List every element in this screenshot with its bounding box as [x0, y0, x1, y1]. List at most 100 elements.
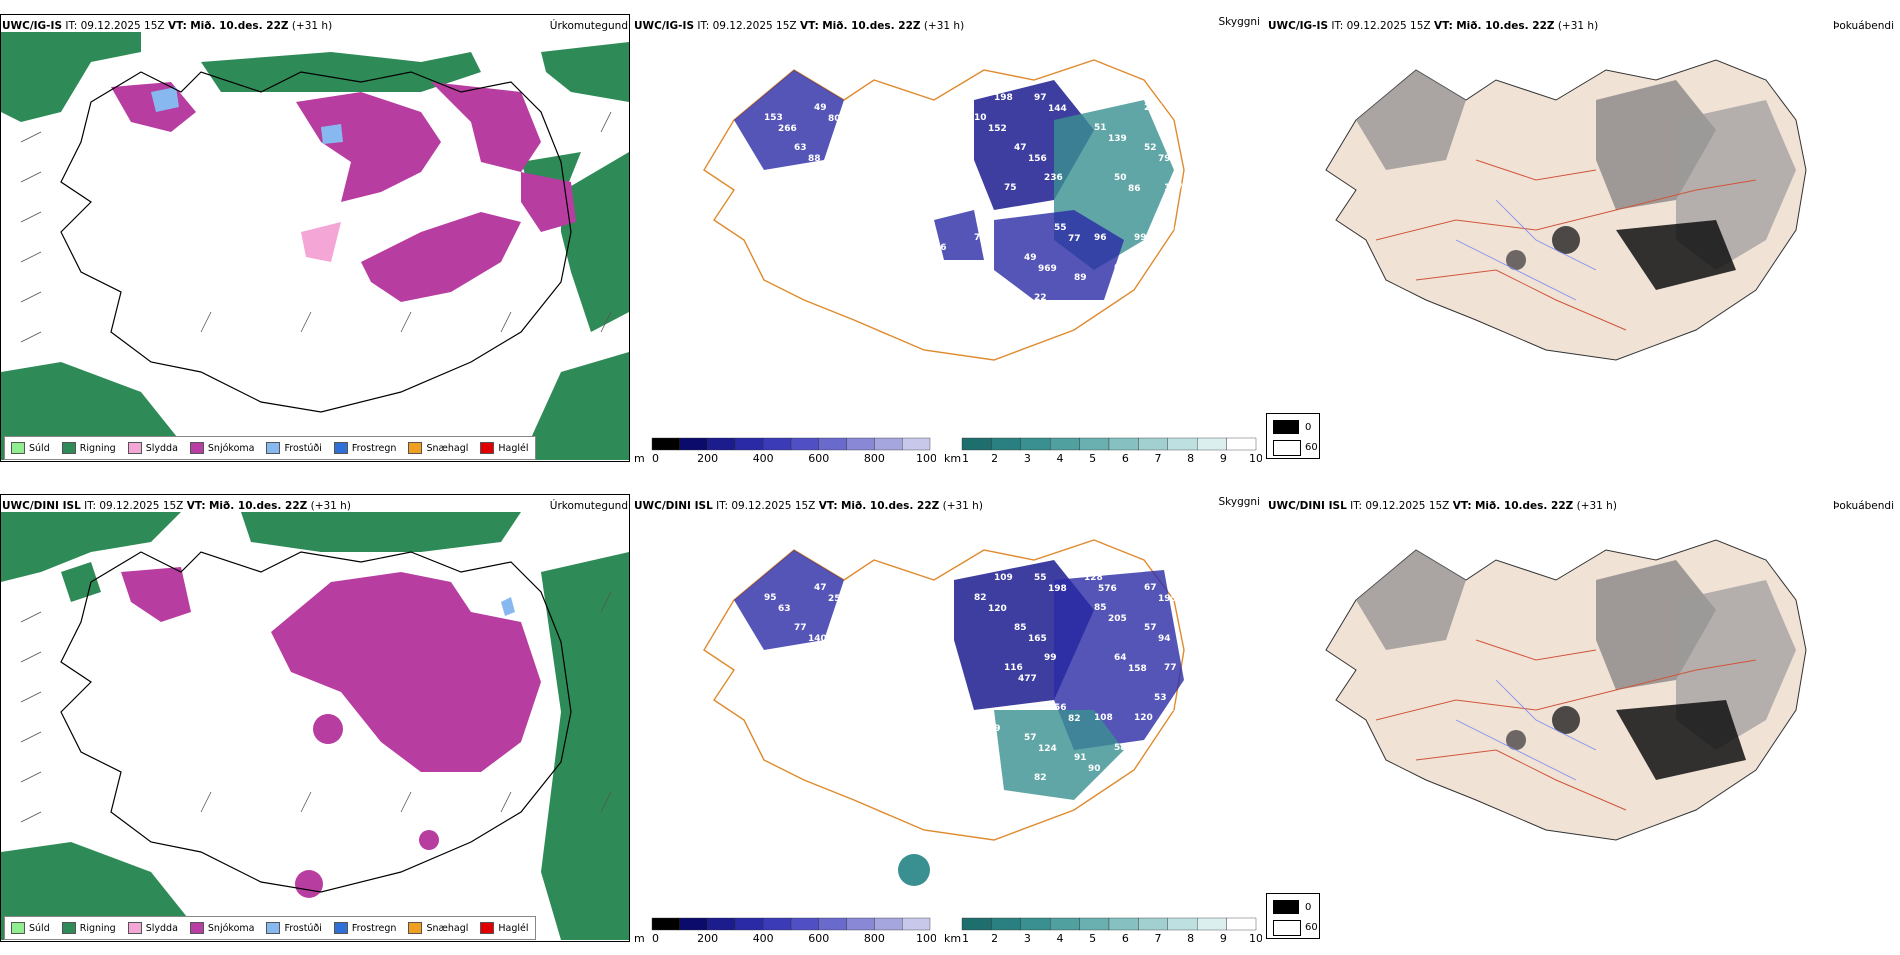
visibility-value-label: 576	[1098, 584, 1117, 594]
visibility-value-label: 68	[974, 713, 987, 723]
panel-title: UWC/DINI ISL IT: 09.12.2025 15Z VT: Mið.…	[1268, 500, 1617, 512]
visibility-value-label: 63	[778, 604, 791, 614]
panel-title: UWC/IG-IS IT: 09.12.2025 15Z VT: Mið. 10…	[1268, 20, 1599, 32]
colorbar-tick-label: 7	[1155, 452, 1162, 465]
colorbar-segment	[1049, 437, 1080, 451]
legend-swatch	[11, 922, 25, 934]
visibility-value-label: 120	[988, 604, 1007, 614]
colorbar-segment	[1138, 437, 1168, 451]
visibility-value-label: 89	[1074, 273, 1087, 283]
colorbar-segment	[961, 917, 992, 931]
visibility-value-label: 82	[974, 593, 987, 603]
visibility-value-label: 52	[1144, 143, 1157, 153]
legend-item: Snæhagl	[408, 922, 468, 934]
visibility-value-label: 80	[828, 114, 841, 124]
colorbar-tick-label: 3	[1024, 452, 1031, 465]
visibility-value-label: 126	[834, 613, 853, 623]
legend-item: Haglél	[480, 442, 529, 454]
visibility-value-label: 317	[924, 753, 943, 763]
panel-title: UWC/IG-IS IT: 09.12.2025 15Z VT: Mið. 10…	[2, 20, 333, 32]
visibility-value-label: 266	[778, 124, 797, 134]
visibility-value-label: 234	[1144, 103, 1163, 113]
visibility-value-label: 82	[1034, 773, 1047, 783]
visibility-value-label: 94	[1158, 634, 1171, 644]
colorbar-segment	[1020, 437, 1051, 451]
colorbar-segment	[790, 437, 819, 451]
precip-type-legend: Súld Rigning Slydda Snjókoma Frostúði Fr…	[4, 436, 536, 460]
panel-name: Úrkomutegund	[549, 500, 628, 512]
visibility-value-label: 107	[1164, 183, 1183, 193]
visibility-map: 9547778285558564575356576891581181166712…	[703, 539, 1187, 886]
colorbar-segment	[846, 437, 875, 451]
legend-item: Rigning	[61, 922, 116, 934]
visibility-value-label: 55	[1054, 223, 1067, 233]
legend-item: Snjókoma	[189, 922, 254, 934]
visibility-value-label: 66	[1168, 224, 1181, 234]
visibility-value-label: 22	[1034, 293, 1047, 303]
colorbar-tick-label: 4	[1057, 452, 1064, 465]
colorbar-segment	[902, 437, 931, 451]
visibility-value-label: 57	[1024, 733, 1037, 743]
legend-item: Súld	[11, 442, 50, 454]
visibility-value-label: 38	[1154, 213, 1167, 223]
panel-name: Úrkomutegund	[549, 20, 628, 32]
visibility-value-label: 156	[1028, 154, 1047, 164]
legend-swatch	[266, 442, 281, 454]
colorbar-tick-label: 1	[962, 452, 969, 465]
colorbar-tick-label: 600	[808, 452, 829, 465]
legend-item: Rigning	[61, 442, 116, 454]
colorbar-segment	[1108, 437, 1139, 451]
panel-title: UWC/DINI ISL IT: 09.12.2025 15Z VT: Mið.…	[2, 500, 351, 512]
colorbar-tick-label: 7	[1155, 932, 1162, 945]
elevation-colorbar-svg: m0 200 400 600 800 1000	[634, 917, 944, 945]
legend-swatch-white	[1273, 440, 1301, 456]
legend-swatch	[480, 442, 495, 454]
elevation-colorbar-svg: m0 200 400 600 800 1000	[634, 437, 944, 465]
legend-swatch	[127, 922, 142, 934]
legend-swatch	[189, 442, 204, 454]
colorbar-segment	[818, 437, 847, 451]
visibility-value-label: 53	[1154, 693, 1167, 703]
visibility-value-label: 109	[994, 573, 1013, 583]
legend-swatch	[408, 442, 423, 454]
colorbar-unit: km	[944, 932, 961, 945]
visibility-value-label: 99	[1044, 653, 1057, 663]
legend-item: Haglél	[480, 922, 529, 934]
visibility-value-label: 75	[1004, 183, 1017, 193]
elevation-colorbar: m0 200 400 600 800 1000	[634, 916, 944, 950]
colorbar-segment	[874, 437, 903, 451]
legend-item: Slydda	[127, 922, 178, 934]
legend-swatch	[333, 922, 348, 934]
precip-type-panel: UWC/DINI ISL IT: 09.12.2025 15Z VT: Mið.…	[0, 480, 632, 950]
colorbar-segment	[1138, 917, 1168, 931]
visibility-value-label: 64	[1114, 653, 1127, 663]
colorbar-segment	[1167, 437, 1198, 451]
legend-swatch	[11, 442, 25, 454]
colorbar-tick-label: 0	[652, 932, 659, 945]
legend-item: Slydda	[127, 442, 178, 454]
colorbar-tick-label: 4	[1057, 932, 1064, 945]
colorbar-segment	[1196, 437, 1227, 451]
colorbar-tick-label: 800	[864, 932, 885, 945]
panel-name: Þokuábendi	[1833, 500, 1894, 512]
colorbar-tick-label: 2	[991, 452, 998, 465]
legend-swatch	[408, 922, 423, 934]
colorbar-tick-label: 1	[962, 932, 969, 945]
legend-label: 0	[1305, 422, 1312, 433]
forecast-row-ig-is: UWC/IG-IS IT: 09.12.2025 15Z VT: Mið. 10…	[0, 0, 1900, 475]
colorbar-unit: m	[634, 452, 645, 465]
visibility-value-label: 99	[1134, 233, 1147, 243]
fog-panel: UWC/DINI ISL IT: 09.12.2025 15Z VT: Mið.…	[1266, 480, 1900, 950]
colorbar-segment	[991, 917, 1022, 931]
legend-swatch-black	[1273, 900, 1299, 914]
visibility-value-label: 91	[1074, 753, 1087, 763]
visibility-value-label: 67	[1144, 583, 1157, 593]
visibility-panel: UWC/DINI ISL IT: 09.12.2025 15Z VT: Mið.…	[634, 480, 1264, 950]
colorbar-unit: km	[944, 452, 961, 465]
legend-swatch-white	[1273, 920, 1301, 936]
visibility-colorbar-svg: km 1 2 3 4 5 6 7 8 9 10	[944, 917, 1263, 945]
visibility-value-label: 77	[794, 623, 807, 633]
visibility-colorbar: km 1 2 3 4 5 6 7 8 9 10	[944, 916, 1263, 950]
visibility-value-label: 97	[1034, 93, 1047, 103]
visibility-value-label: 79	[1158, 154, 1171, 164]
